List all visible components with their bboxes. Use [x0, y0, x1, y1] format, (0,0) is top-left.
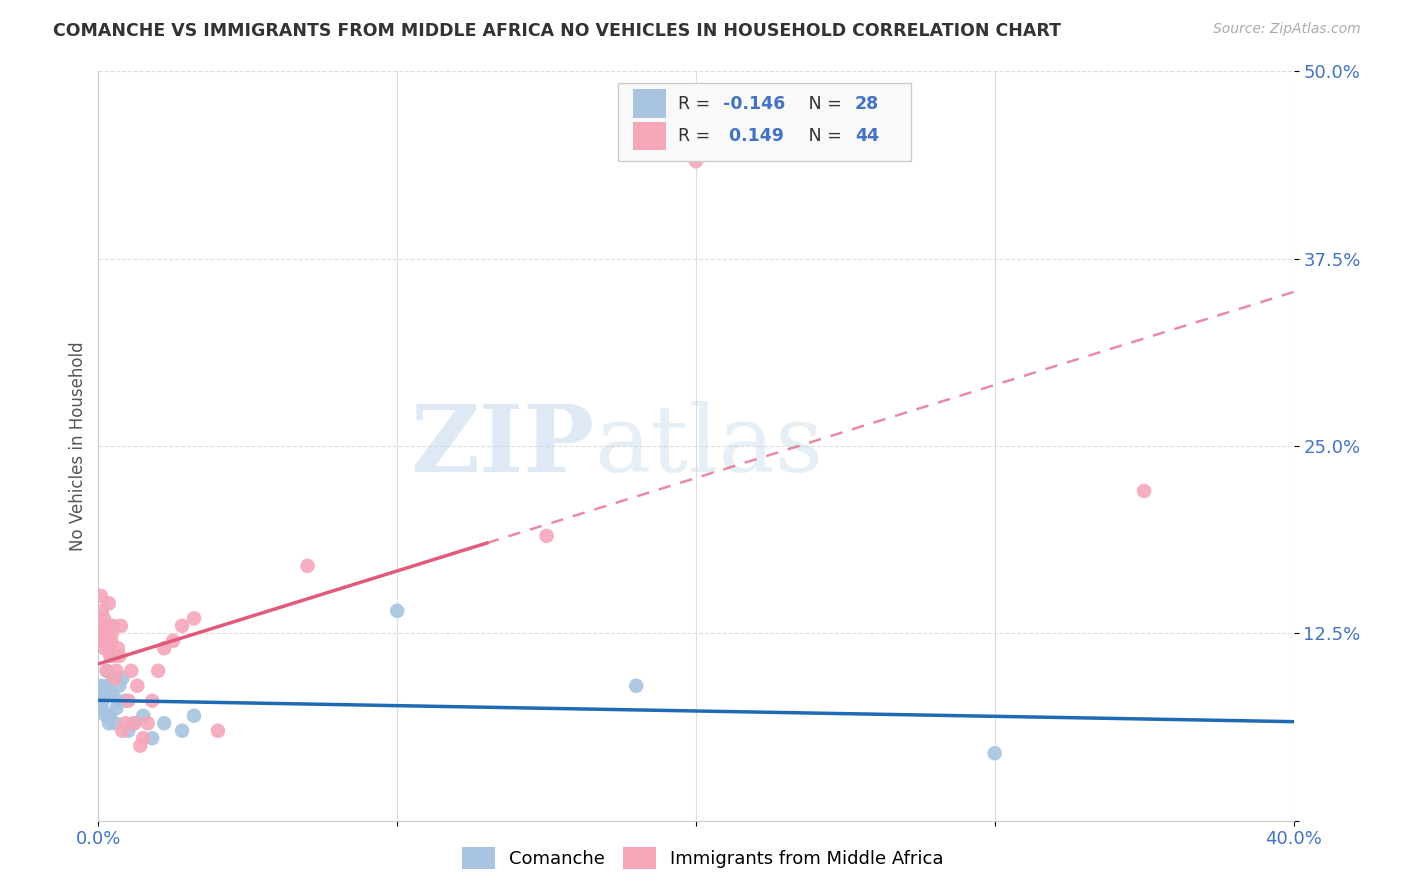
Point [117, 723, 139, 738]
Point [172, 619, 194, 633]
Point [93, 611, 115, 625]
Point [385, 604, 409, 618]
Point [108, 648, 131, 663]
Text: -0.146: -0.146 [724, 95, 786, 112]
Point [94, 708, 117, 723]
Point [136, 716, 159, 731]
Point [183, 708, 205, 723]
Point [96, 633, 118, 648]
Point [124, 716, 146, 731]
Legend: Comanche, Immigrants from Middle Africa: Comanche, Immigrants from Middle Africa [453, 838, 953, 879]
Point [91, 694, 114, 708]
Point [110, 619, 132, 633]
Point [1133, 483, 1156, 498]
Point [297, 558, 319, 573]
Point [89, 619, 111, 633]
Point [98, 708, 121, 723]
Text: N =: N = [792, 95, 846, 112]
Point [91, 633, 114, 648]
Point [132, 708, 155, 723]
Text: R =: R = [678, 127, 716, 145]
Point [153, 641, 176, 656]
Point [97, 596, 120, 610]
Text: 28: 28 [855, 95, 879, 112]
Point [148, 664, 170, 678]
Point [162, 633, 184, 648]
Point [98, 619, 121, 633]
Point [114, 716, 136, 731]
Point [103, 671, 125, 685]
Point [127, 679, 149, 693]
Point [100, 648, 122, 663]
Point [120, 664, 142, 678]
Point [626, 679, 648, 693]
FancyBboxPatch shape [633, 89, 666, 118]
Point [100, 633, 122, 648]
Point [105, 664, 128, 678]
Point [101, 626, 124, 640]
Point [96, 664, 118, 678]
Text: R =: R = [678, 95, 716, 112]
Point [536, 529, 558, 543]
Point [90, 701, 112, 715]
Point [104, 716, 127, 731]
Text: N =: N = [792, 127, 846, 145]
Point [90, 589, 112, 603]
FancyBboxPatch shape [619, 83, 911, 161]
Point [97, 641, 120, 656]
Point [94, 619, 117, 633]
Point [153, 716, 176, 731]
Point [94, 626, 117, 640]
Text: Source: ZipAtlas.com: Source: ZipAtlas.com [1213, 22, 1361, 37]
Point [114, 694, 136, 708]
Point [93, 641, 115, 656]
Point [96, 664, 118, 678]
Text: 44: 44 [855, 127, 879, 145]
Point [101, 686, 124, 700]
Point [141, 731, 163, 746]
Point [105, 701, 128, 715]
Point [97, 716, 120, 731]
Point [129, 739, 152, 753]
Text: ZIP: ZIP [411, 401, 595, 491]
Point [685, 154, 707, 169]
Text: atlas: atlas [595, 401, 824, 491]
Y-axis label: No Vehicles in Household: No Vehicles in Household [69, 341, 87, 551]
Point [183, 611, 205, 625]
Point [90, 626, 112, 640]
Point [108, 679, 131, 693]
Point [124, 716, 146, 731]
Point [98, 648, 122, 663]
Point [103, 648, 125, 663]
Point [107, 641, 129, 656]
Point [984, 746, 1007, 760]
Point [90, 679, 112, 693]
Point [93, 686, 115, 700]
Point [111, 723, 134, 738]
Point [91, 604, 114, 618]
Point [111, 671, 134, 685]
Point [96, 679, 118, 693]
Point [104, 671, 127, 685]
Text: 0.149: 0.149 [724, 127, 785, 145]
Point [101, 619, 124, 633]
FancyBboxPatch shape [633, 121, 666, 150]
Point [172, 723, 194, 738]
Point [132, 731, 155, 746]
Text: COMANCHE VS IMMIGRANTS FROM MIDDLE AFRICA NO VEHICLES IN HOUSEHOLD CORRELATION C: COMANCHE VS IMMIGRANTS FROM MIDDLE AFRIC… [53, 22, 1062, 40]
Point [141, 694, 163, 708]
Point [107, 694, 129, 708]
Point [117, 694, 139, 708]
Point [207, 723, 229, 738]
